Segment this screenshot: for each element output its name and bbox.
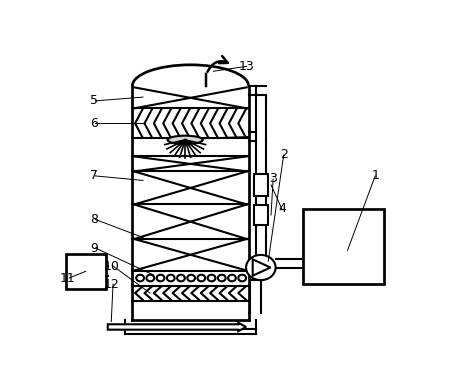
- Text: 8: 8: [90, 213, 98, 226]
- FancyArrow shape: [108, 323, 246, 331]
- Text: 12: 12: [104, 278, 119, 291]
- Text: 9: 9: [90, 241, 98, 255]
- Text: 7: 7: [90, 169, 98, 183]
- Text: 1: 1: [371, 169, 379, 183]
- Bar: [254, 174, 267, 196]
- Wedge shape: [133, 36, 248, 86]
- Text: 3: 3: [269, 172, 277, 185]
- Text: 10: 10: [104, 259, 119, 273]
- Text: 6: 6: [90, 117, 98, 130]
- Text: 13: 13: [239, 60, 255, 73]
- Text: 5: 5: [90, 94, 98, 107]
- Bar: [65, 254, 106, 289]
- Ellipse shape: [168, 136, 203, 144]
- Text: 2: 2: [280, 149, 288, 161]
- Text: 4: 4: [278, 202, 286, 215]
- Text: 11: 11: [59, 271, 75, 285]
- Bar: [254, 205, 267, 225]
- Circle shape: [246, 255, 276, 280]
- Bar: [303, 209, 384, 284]
